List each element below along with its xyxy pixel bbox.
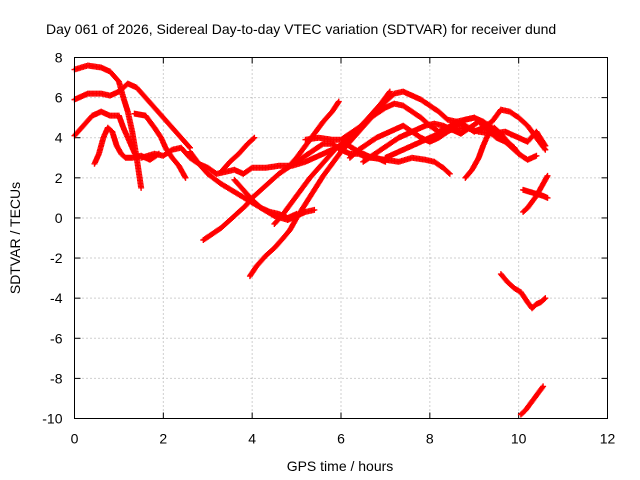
x-tick-label: 12 (600, 431, 616, 447)
y-tick-label: 2 (55, 170, 63, 186)
y-tick-label: -2 (50, 250, 63, 266)
marker-trace (520, 186, 551, 201)
y-tick-labels: -10 -8 -6 -4 -2 0 2 4 6 8 (42, 50, 62, 427)
y-tick-label: -10 (42, 411, 62, 427)
marker-trace (497, 271, 549, 312)
marker-trace (517, 383, 547, 418)
y-tick-label: 0 (55, 210, 63, 226)
y-tick-label: 6 (55, 90, 63, 106)
y-tick-label: -6 (50, 330, 63, 346)
series-s4 (91, 124, 162, 167)
x-tick-label: 8 (426, 431, 434, 447)
chart-title: Day 061 of 2026, Sidereal Day-to-day VTE… (46, 21, 556, 37)
series-s21 (497, 271, 549, 312)
marker-trace (218, 134, 258, 175)
x-tick-label: 2 (159, 431, 167, 447)
series-s22 (517, 383, 547, 418)
x-tick-label: 0 (71, 431, 79, 447)
plot-frame (74, 57, 608, 419)
x-tick-label: 10 (511, 431, 527, 447)
data-markers (71, 62, 551, 418)
series-s8 (218, 134, 258, 175)
x-tick-label: 4 (248, 431, 256, 447)
series-s18 (462, 124, 518, 181)
y-axis-label: SDTVAR / TECUs (7, 182, 23, 294)
y-tick-label: -8 (50, 370, 63, 386)
y-tick-label: 8 (55, 50, 63, 66)
y-tick-label: -4 (50, 290, 63, 306)
series-s20 (520, 186, 551, 201)
x-axis-label: GPS time / hours (287, 458, 394, 474)
x-tick-labels: 0 2 4 6 8 10 12 (71, 431, 616, 447)
x-tick-label: 6 (337, 431, 345, 447)
marker-trace (91, 124, 162, 167)
marker-trace (462, 124, 518, 181)
y-tick-label: 4 (55, 130, 63, 146)
